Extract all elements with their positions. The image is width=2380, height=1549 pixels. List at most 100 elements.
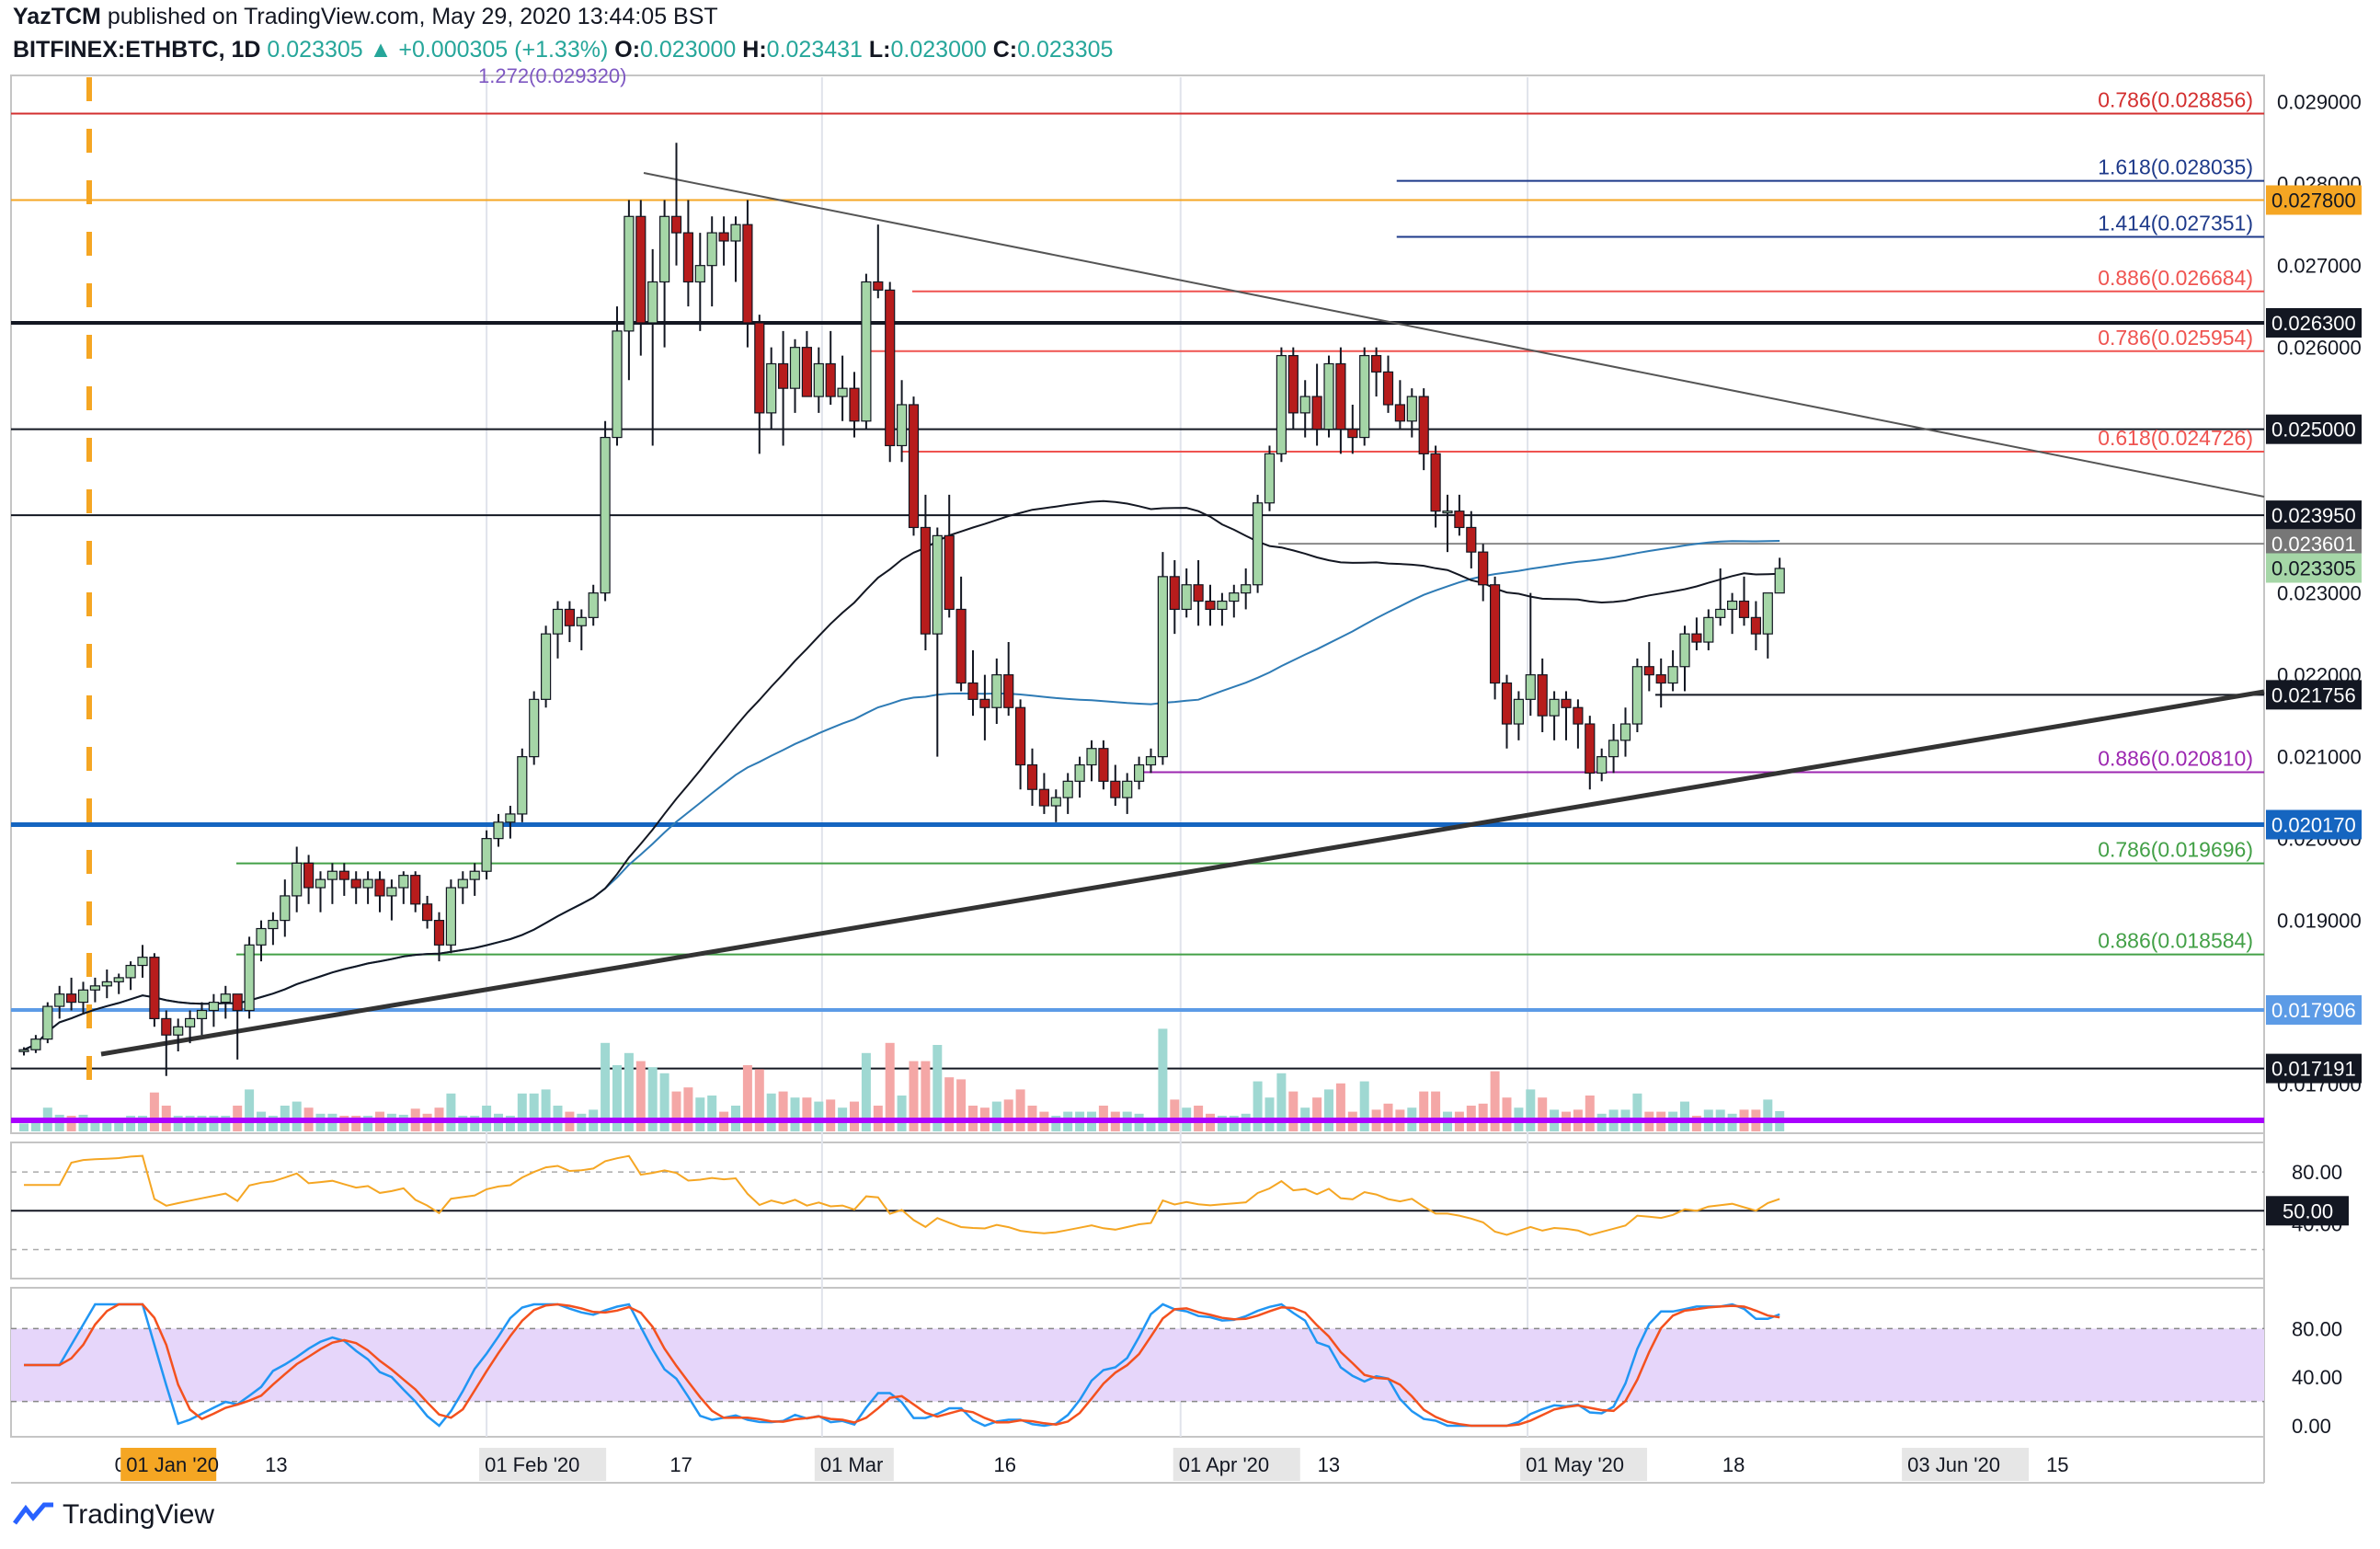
candle-body bbox=[1561, 698, 1572, 708]
candle-body bbox=[1667, 666, 1678, 684]
volume-bar bbox=[1158, 1028, 1168, 1131]
candle-body bbox=[1394, 404, 1406, 422]
volume-bar bbox=[292, 1101, 302, 1131]
price-tag-label: 0.020170 bbox=[2271, 813, 2356, 836]
candle-body bbox=[682, 232, 694, 283]
x-label-box bbox=[1520, 1448, 1648, 1481]
candle-body bbox=[1774, 568, 1785, 594]
candle-body bbox=[1241, 584, 1252, 594]
candle-body bbox=[1205, 600, 1216, 611]
candle-body bbox=[1145, 756, 1157, 766]
candle-body bbox=[718, 232, 729, 242]
candle-body bbox=[991, 674, 1002, 708]
volume-bar bbox=[921, 1061, 931, 1131]
x-tick-label: 03 Jun '20 bbox=[1907, 1453, 2000, 1476]
volume-bar bbox=[897, 1096, 907, 1131]
candle-body bbox=[1537, 674, 1548, 717]
candle-body bbox=[1299, 396, 1310, 414]
candle-body bbox=[350, 878, 361, 889]
candle-body bbox=[529, 698, 540, 758]
open-label: O: bbox=[614, 37, 641, 63]
candle-body bbox=[1264, 453, 1276, 504]
candle-body bbox=[173, 1026, 184, 1036]
candle-body bbox=[445, 887, 456, 946]
volume-bar bbox=[1502, 1097, 1512, 1131]
candle-body bbox=[837, 387, 848, 397]
price-tag-box bbox=[2266, 307, 2362, 338]
volume-bar bbox=[126, 1116, 136, 1131]
close-label: C: bbox=[992, 37, 1018, 63]
candle-body bbox=[1631, 666, 1643, 725]
candle-body bbox=[873, 281, 884, 291]
candle-body bbox=[1026, 763, 1038, 790]
candle-body bbox=[979, 698, 990, 708]
high-label: H: bbox=[742, 37, 767, 63]
candle-body bbox=[185, 1017, 196, 1027]
volume-bar bbox=[1003, 1099, 1013, 1131]
volume-bar bbox=[826, 1099, 836, 1131]
candle-body bbox=[694, 265, 705, 283]
volume-bar bbox=[1419, 1091, 1429, 1131]
volume-bar bbox=[529, 1093, 539, 1131]
x-tick-label: 01 Jan '20 bbox=[126, 1453, 219, 1476]
candle-body bbox=[362, 878, 373, 889]
candle-body bbox=[1181, 584, 1192, 611]
candle-body bbox=[256, 927, 267, 946]
close-value: 0.023305 bbox=[1017, 37, 1114, 63]
low-value: 0.023000 bbox=[890, 37, 987, 63]
candle-body bbox=[1347, 429, 1358, 439]
volume-bar bbox=[102, 1118, 112, 1131]
candle-body bbox=[433, 920, 445, 946]
open-value: 0.023000 bbox=[640, 37, 737, 63]
candle-body bbox=[268, 920, 279, 930]
candle-body bbox=[1370, 354, 1382, 373]
candle-body bbox=[1466, 526, 1477, 553]
volume-bar bbox=[1478, 1103, 1488, 1131]
x-tick-label: 01 May '20 bbox=[1526, 1453, 1624, 1476]
candle-body bbox=[1679, 633, 1690, 668]
candle-body bbox=[552, 608, 564, 635]
volume-bar bbox=[1146, 1118, 1156, 1131]
candle-body bbox=[944, 534, 955, 611]
price-tag-label: 0.025000 bbox=[2271, 419, 2356, 442]
candle-body bbox=[540, 633, 552, 700]
candle-body bbox=[1157, 576, 1169, 758]
candle-body bbox=[1074, 763, 1085, 782]
fib-level-label: 1.618(0.028035) bbox=[2098, 155, 2253, 179]
candle-body bbox=[54, 993, 65, 1007]
volume-bar bbox=[647, 1067, 658, 1131]
candle-body bbox=[161, 1017, 172, 1036]
candle-body bbox=[564, 608, 576, 626]
fib-level-label: 0.786(0.025954) bbox=[2098, 326, 2253, 350]
volume-bar bbox=[778, 1091, 788, 1131]
price-tag-label: 0.017191 bbox=[2271, 1058, 2356, 1081]
candle-body bbox=[1655, 674, 1666, 684]
volume-bar bbox=[635, 1061, 646, 1131]
volume-bar bbox=[339, 1116, 349, 1131]
descending-trendline bbox=[643, 172, 2265, 498]
candle-body bbox=[338, 870, 349, 880]
up-arrow-icon: ▲ bbox=[369, 37, 393, 63]
tradingview-logo[interactable]: TradingView bbox=[13, 1499, 214, 1531]
symbol[interactable]: BITFINEX:ETHBTC, 1D bbox=[13, 37, 261, 63]
volume-bar bbox=[1691, 1116, 1701, 1131]
stoch-tick-label: 80.00 bbox=[2292, 1317, 2342, 1340]
candle-body bbox=[635, 215, 646, 324]
candle-body bbox=[1619, 723, 1631, 741]
tradingview-icon bbox=[13, 1502, 53, 1525]
candle-body bbox=[861, 281, 872, 422]
price-tag-label: 0.023950 bbox=[2271, 504, 2356, 527]
candle-body bbox=[1726, 600, 1738, 611]
x-label-box bbox=[1173, 1448, 1300, 1481]
candle-body bbox=[1169, 576, 1180, 611]
volume-bar bbox=[185, 1116, 195, 1131]
publisher[interactable]: YazTCM bbox=[13, 4, 101, 29]
price-tag-box bbox=[2266, 185, 2362, 215]
candle-body bbox=[920, 526, 932, 635]
x-tick-label: 18 bbox=[1722, 1453, 1745, 1476]
volume-bar bbox=[624, 1052, 634, 1131]
volume-bar bbox=[1217, 1116, 1227, 1131]
candle-body bbox=[1133, 763, 1145, 782]
candle-body bbox=[1549, 698, 1560, 717]
